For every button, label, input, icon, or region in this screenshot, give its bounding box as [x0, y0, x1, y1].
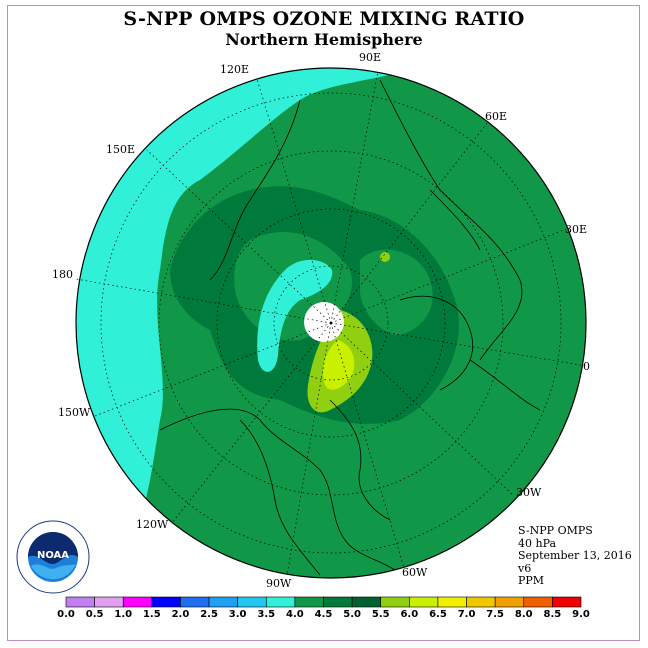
label-120e: 120E [220, 63, 250, 76]
label-150e: 150E [106, 143, 136, 156]
band-3-5-pole [257, 259, 333, 372]
noaa-logo: NOAA [16, 520, 90, 594]
colorbar-tick-label: 3.0 [228, 609, 247, 620]
info-level: 40 hPa [518, 536, 557, 550]
label-150w: 150W [58, 406, 91, 419]
label-90w: 90W [266, 577, 292, 590]
label-60e: 60E [485, 110, 508, 123]
colorbar-tick-label: 4.0 [286, 609, 304, 620]
info-instrument: S-NPP OMPS [518, 524, 593, 537]
colorbar-tick-label: 4.5 [314, 609, 333, 620]
map-border [75, 67, 587, 579]
map-subtitle: Northern Hemisphere [225, 30, 423, 49]
label-0: 0 [583, 360, 590, 373]
label-180: 180 [52, 268, 73, 281]
colorbar-tick-label: 7.0 [457, 609, 476, 620]
polar-gap [304, 302, 344, 342]
info-date: September 13, 2016 [518, 549, 632, 562]
colorbar-tick-label: 2.0 [171, 609, 190, 620]
plot-frame [7, 5, 640, 641]
band-3-5-west [76, 68, 430, 578]
graticule [75, 70, 587, 576]
label-120w: 120W [136, 518, 169, 531]
colorbar-tick-label: 5.5 [371, 609, 390, 620]
info-units: PPM [518, 574, 545, 587]
colorbar-tick-label: 3.5 [257, 609, 276, 620]
colorbar-tick-label: 8.0 [514, 609, 533, 620]
label-30w: 30W [516, 486, 542, 499]
label-30e: 30E [565, 223, 588, 236]
band-4-0-inner-east [360, 249, 433, 335]
colorbar-tick-label: 1.0 [114, 609, 133, 620]
colorbar-tick-label: 5.0 [343, 609, 361, 620]
product-info: S-NPP OMPS 40 hPa September 13, 2016 v6 … [518, 524, 632, 588]
colorbar-tick-label: 8.5 [543, 609, 562, 620]
coastlines [159, 79, 541, 576]
colorbar-tick-label: 7.5 [486, 609, 505, 620]
colorbar-tick-label: 1.5 [142, 609, 161, 620]
colorbar-tick-label: 0.5 [85, 609, 104, 620]
colorbar-tick-label: 6.0 [400, 609, 419, 620]
colorbar-tick-label: 6.5 [429, 609, 447, 620]
label-90e: 90E [359, 51, 382, 64]
info-version: v6 [518, 561, 532, 575]
band-5-5 [323, 340, 355, 390]
colorbar-tick-label: 2.5 [200, 609, 218, 620]
band-5-0-spot [380, 252, 390, 262]
label-60w: 60W [402, 566, 428, 579]
svg-text:NOAA: NOAA [37, 550, 69, 561]
colorbar-tick-label: 0.0 [57, 609, 75, 620]
colorbar-tick-label: 9.0 [572, 609, 590, 620]
map-title: S-NPP OMPS OZONE MIXING RATIO [123, 8, 525, 30]
